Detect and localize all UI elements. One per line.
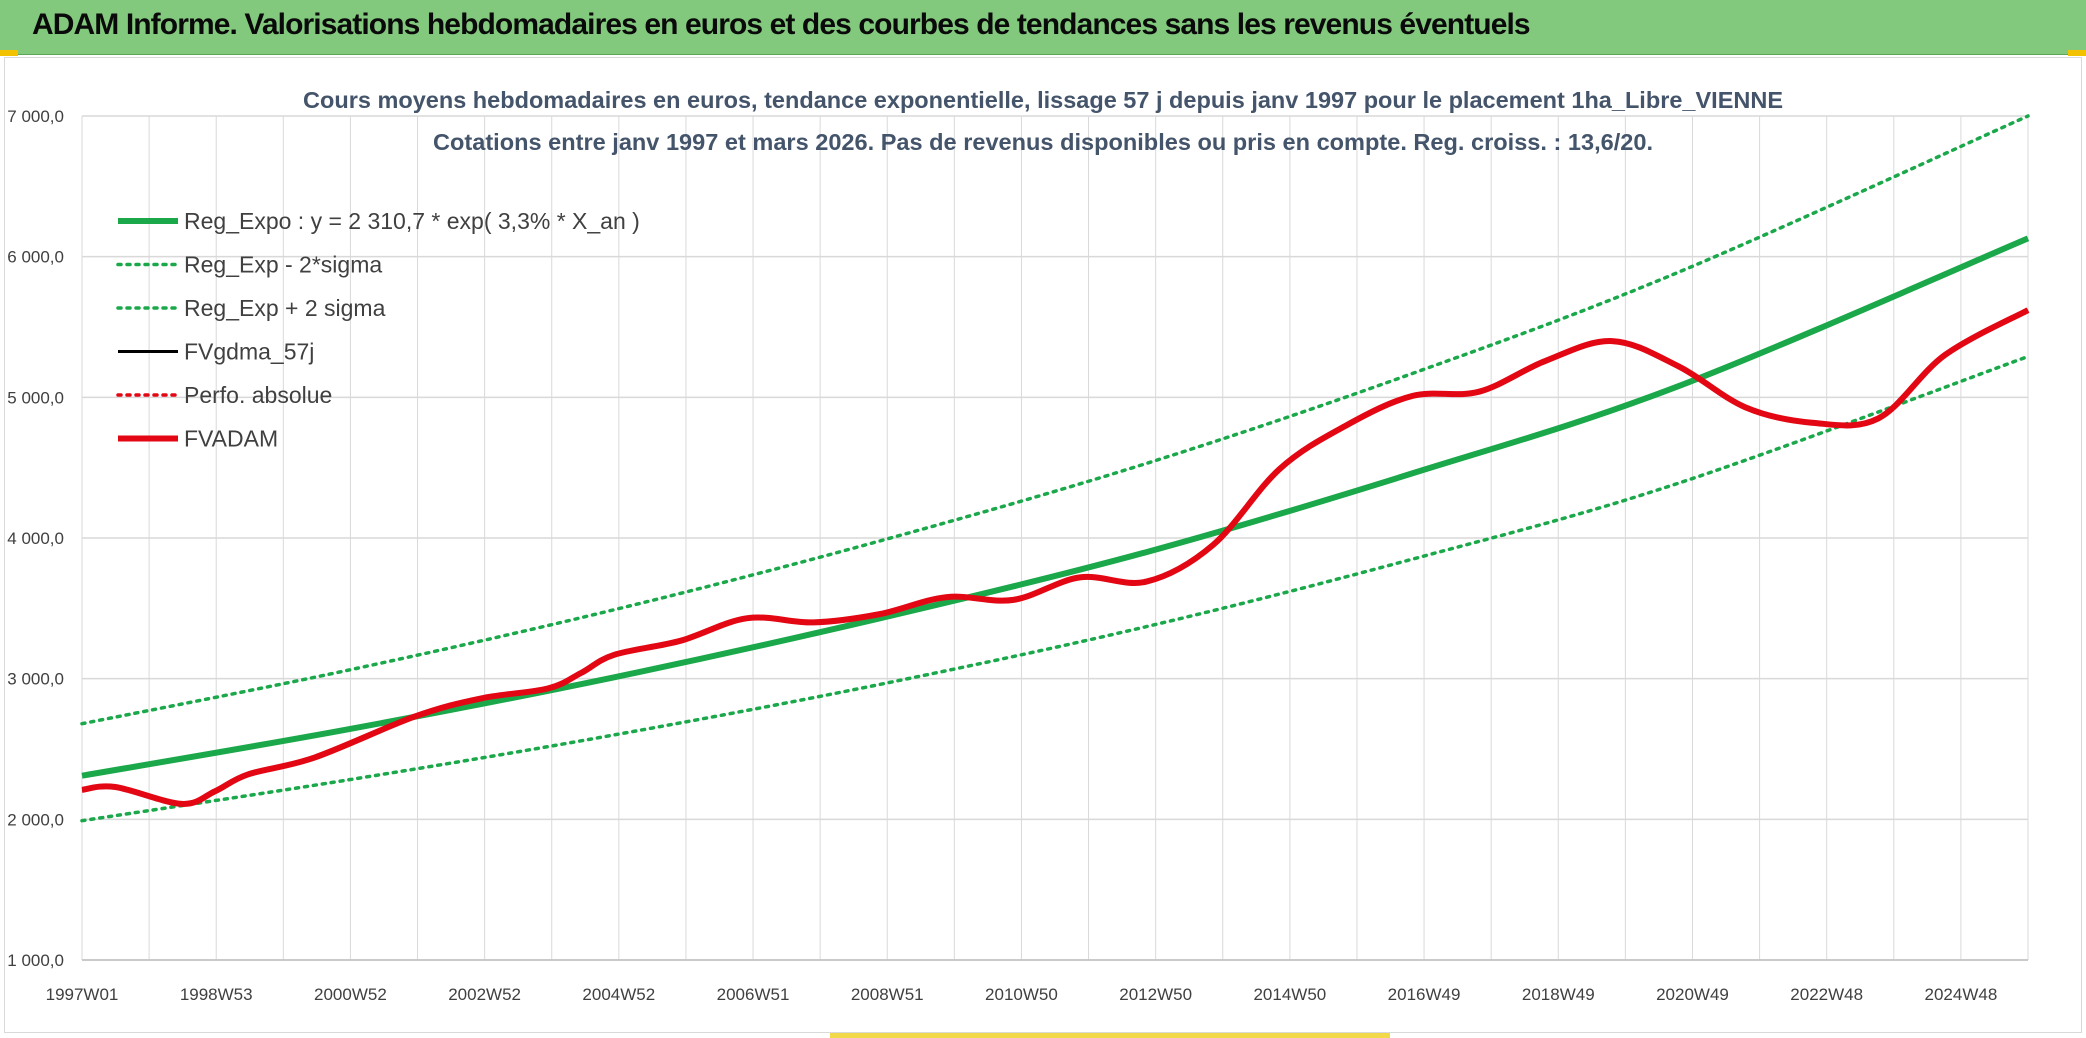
chart-title: Cours moyens hebdomadaires en euros, ten… — [303, 87, 1783, 113]
x-tick-label: 1998W53 — [180, 985, 253, 1004]
x-tick-label: 2000W52 — [314, 985, 387, 1004]
x-tick-label: 2002W52 — [448, 985, 521, 1004]
series-line-reg-exp-minus — [80, 354, 2030, 823]
legend-label: FVgdma_57j — [184, 339, 314, 365]
x-tick-label: 2006W51 — [717, 985, 790, 1004]
x-tick-label: 2022W48 — [1790, 985, 1863, 1004]
y-tick-label: 6 000,0 — [7, 248, 64, 267]
x-tick-label: 2018W49 — [1522, 985, 1595, 1004]
x-tick-label: 2010W50 — [985, 985, 1058, 1004]
x-tick-label: 2016W49 — [1388, 985, 1461, 1004]
y-tick-label: 2 000,0 — [7, 810, 64, 829]
chart-title-layer: Cours moyens hebdomadaires en euros, ten… — [303, 87, 1783, 155]
bottom-strip — [830, 1033, 1390, 1038]
y-tick-label: 4 000,0 — [7, 529, 64, 548]
legend-label: Reg_Exp + 2 sigma — [184, 295, 386, 321]
legend: Reg_Expo : y = 2 310,7 * exp( 3,3% * X_a… — [116, 208, 640, 452]
legend-label: Reg_Exp - 2*sigma — [184, 252, 382, 278]
series-line-fvadam — [81, 307, 2030, 807]
series-line-fvgdma — [81, 308, 2029, 806]
legend-label: Reg_Expo : y = 2 310,7 * exp( 3,3% * X_a… — [184, 208, 640, 234]
chart-subtitle: Cotations entre janv 1997 et mars 2026. … — [433, 129, 1653, 155]
legend-label: Perfo. absolue — [184, 382, 332, 408]
series-line-reg-expo — [81, 235, 2030, 779]
series-line-reg-exp-plus — [80, 114, 2030, 726]
report-header: ADAM Informe. Valorisations hebdomadaire… — [0, 0, 2086, 55]
corner-marker — [0, 50, 18, 56]
series-layer — [80, 114, 2030, 823]
grid-layer — [81, 115, 2029, 961]
y-tick-label: 5 000,0 — [7, 388, 64, 407]
x-tick-label: 2024W48 — [1925, 985, 1998, 1004]
x-tick-label: 2008W51 — [851, 985, 924, 1004]
x-tick-label: 2020W49 — [1656, 985, 1729, 1004]
chart-frame — [4, 57, 2082, 1033]
x-tick-label: 2012W50 — [1119, 985, 1192, 1004]
corner-marker — [2068, 50, 2086, 56]
y-tick-label: 1 000,0 — [7, 951, 64, 970]
x-tick-label: 2004W52 — [582, 985, 655, 1004]
axis-layer: 1 000,0 2 000,0 3 000,0 4 000,0 5 000,0 6 000… — [7, 107, 2028, 1004]
x-tick-label: 1997W01 — [46, 985, 119, 1004]
x-tick-label: 2014W50 — [1253, 985, 1326, 1004]
legend-label: FVADAM — [184, 426, 278, 452]
report-title: ADAM Informe. Valorisations hebdomadaire… — [32, 8, 1531, 41]
y-tick-label: 7 000,0 — [7, 107, 64, 126]
y-tick-label: 3 000,0 — [7, 670, 64, 689]
